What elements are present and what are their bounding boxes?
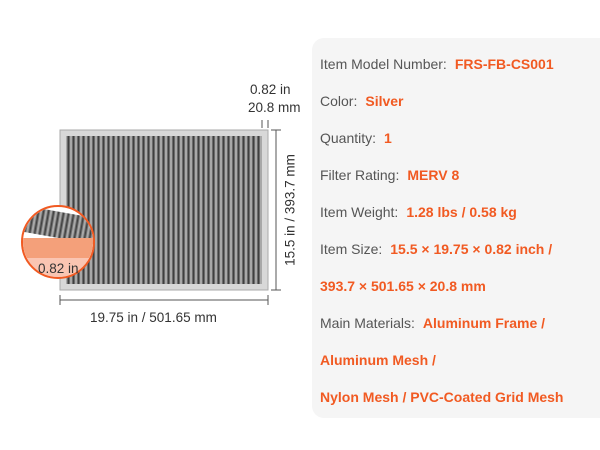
spec-label: Main Materials: bbox=[320, 315, 415, 331]
spec-row: Item Size: 15.5 × 19.75 × 0.82 inch / bbox=[320, 240, 552, 258]
spec-label: Filter Rating: bbox=[320, 167, 400, 183]
spec-value: 1.28 lbs / 0.58 kg bbox=[406, 204, 517, 220]
spec-value: Aluminum Frame / bbox=[422, 315, 546, 331]
thickness-inch: 0.82 in bbox=[250, 82, 291, 97]
spec-label: Color: bbox=[320, 93, 358, 109]
thickness-mm: 20.8 mm bbox=[248, 100, 301, 115]
spec-label: Quantity: bbox=[320, 130, 377, 146]
spec-row: Aluminum Mesh / bbox=[320, 351, 436, 369]
spec-panel bbox=[312, 38, 600, 418]
spec-value: Aluminum Mesh / bbox=[320, 352, 436, 368]
spec-label: Item Model Number: bbox=[320, 56, 447, 72]
width-label: 19.75 in / 501.65 mm bbox=[90, 310, 217, 325]
spec-label: Item Size: bbox=[320, 241, 383, 257]
spec-row: Color: Silver bbox=[320, 92, 404, 110]
spec-value: 15.5 × 19.75 × 0.82 inch / bbox=[390, 241, 553, 257]
spec-row: Item Model Number: FRS-FB-CS001 bbox=[320, 55, 554, 73]
height-label: 15.5 in / 393.7 mm bbox=[282, 154, 298, 266]
spec-row: Main Materials: Aluminum Frame / bbox=[320, 314, 545, 332]
filter-illustration bbox=[21, 120, 281, 305]
spec-label: Item Weight: bbox=[320, 204, 399, 220]
spec-value: Nylon Mesh / PVC-Coated Grid Mesh bbox=[320, 389, 564, 405]
spec-value: FRS-FB-CS001 bbox=[454, 56, 554, 72]
spec-row: Item Weight: 1.28 lbs / 0.58 kg bbox=[320, 203, 517, 221]
spec-value: 393.7 × 501.65 × 20.8 mm bbox=[320, 278, 486, 294]
spec-row: Nylon Mesh / PVC-Coated Grid Mesh bbox=[320, 388, 563, 406]
spec-value: Silver bbox=[365, 93, 404, 109]
spec-value: 1 bbox=[384, 130, 392, 146]
spec-value: MERV 8 bbox=[407, 167, 460, 183]
spec-row: Quantity: 1 bbox=[320, 129, 392, 147]
inset-thickness: 0.82 in bbox=[38, 261, 79, 276]
spec-row: 393.7 × 501.65 × 20.8 mm bbox=[320, 277, 486, 295]
spec-row: Filter Rating: MERV 8 bbox=[320, 166, 459, 184]
